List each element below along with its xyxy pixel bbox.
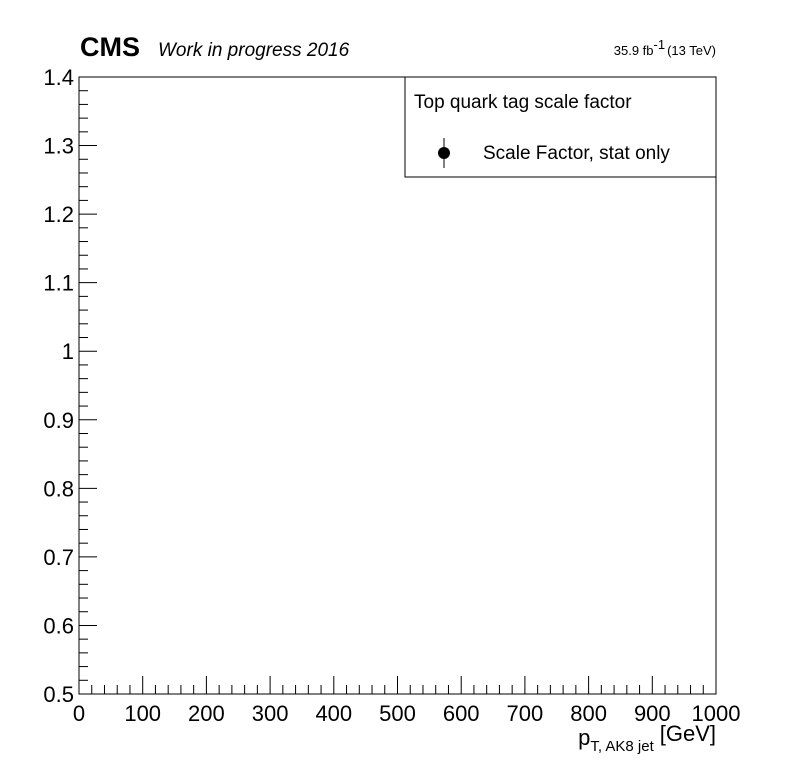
x-tick-label: 600 [443,701,480,726]
x-tick-label: 500 [379,701,416,726]
y-tick-label: 0.6 [43,613,74,638]
x-tick-label: 400 [315,701,352,726]
y-tick-label: 1.4 [43,65,74,90]
y-tick-label: 1 [62,339,74,364]
x-tick-label: 0 [73,701,85,726]
y-tick-label: 1.1 [43,271,74,296]
x-axis-title: pT, AK8 jet [GeV] [578,721,716,755]
y-tick-label: 0.9 [43,408,74,433]
experiment-label: CMS [80,32,140,62]
x-tick-label: 300 [252,701,289,726]
x-axis-title-unit: [GeV] [660,721,716,746]
y-tick-label: 0.8 [43,476,74,501]
legend: Top quark tag scale factor Scale Factor,… [404,76,717,178]
x-tick-label: 800 [570,701,607,726]
energy-value: (13 TeV) [667,43,716,58]
x-axis-title-main: p [578,725,590,750]
lumi-value: 35.9 fb [614,43,654,58]
y-tick-label: 0.7 [43,545,74,570]
lumi-label: 35.9 fb-1 (13 TeV) [614,37,716,58]
status-label: Work in progress 2016 [158,40,350,61]
y-tick-label: 1.2 [43,202,74,227]
x-tick-label: 100 [124,701,161,726]
legend-marker-icon [438,147,450,159]
legend-entry-scale-factor: Scale Factor, stat only [483,143,670,164]
x-tick-label: 700 [507,701,544,726]
y-tick-label: 0.5 [43,682,74,707]
x-tick-labels: 0 100 200 300 400 500 600 700 800 900 1000 [73,701,741,726]
legend-header: Top quark tag scale factor [414,92,632,113]
lumi-exponent: -1 [654,37,666,52]
x-axis-title-sub: T, AK8 jet [590,738,654,755]
axis-ticks [78,76,717,695]
x-tick-label: 900 [634,701,671,726]
legend-box [404,76,717,178]
y-tick-labels: 0.5 0.6 0.7 0.8 0.9 1 1.1 1.2 1.3 1.4 [43,65,74,707]
y-tick-label: 1.3 [43,134,74,159]
x-tick-label: 200 [188,701,225,726]
x-tick-label: 1000 [692,701,741,726]
